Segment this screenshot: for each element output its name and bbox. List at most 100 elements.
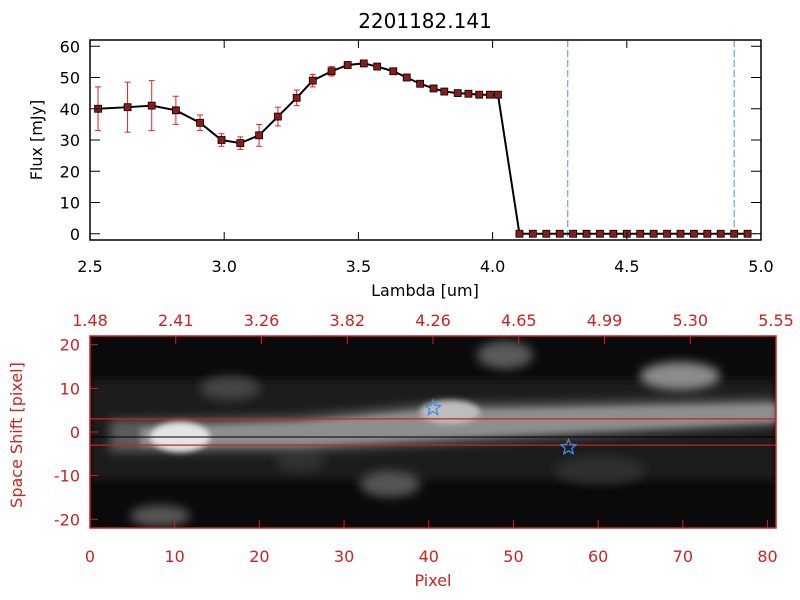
data-point <box>636 229 645 238</box>
heatmap-blob <box>555 456 645 484</box>
data-point <box>515 229 524 238</box>
data-point <box>582 229 591 238</box>
x-tick-label: 40 <box>419 547 439 566</box>
data-point <box>486 90 494 99</box>
data-point <box>402 73 411 82</box>
spectrum-axes: 2.5 3.0 3.5 4.0 4.5 5.0 0 10 20 30 40 50 60 <box>60 37 774 276</box>
heatmap-blob <box>275 453 325 471</box>
x-tick-label: 4.5 <box>614 257 639 276</box>
x-tick-label: 5.0 <box>748 257 773 276</box>
x-tick-label: 3.5 <box>346 257 371 276</box>
data-point <box>147 101 156 110</box>
data-point <box>217 136 226 144</box>
top-tick-label: 5.30 <box>672 311 708 330</box>
data-point <box>609 229 618 238</box>
top-tick-label: 3.82 <box>329 311 365 330</box>
x-tick-label: 10 <box>165 547 185 566</box>
spectrum-plot-frame <box>89 39 762 241</box>
data-point <box>196 118 204 127</box>
data-point <box>649 229 658 238</box>
data-point <box>528 229 537 238</box>
y-axis-label: Flux [mJy] <box>27 100 46 181</box>
heatmap-image <box>90 336 776 528</box>
data-point <box>255 131 263 140</box>
spectrum-chart: 2201182.141 2.5 3.0 3.5 4.0 4.5 5.0 0 10 20 30 40 5… <box>27 9 774 300</box>
chart-title: 2201182.141 <box>358 9 492 33</box>
y-tick-label: -20 <box>54 510 80 529</box>
data-point <box>703 229 712 238</box>
y-tick-label: 60 <box>60 37 80 56</box>
data-point <box>389 67 398 76</box>
x-axis-label: Lambda [um] <box>371 281 479 300</box>
top-tick-label: 1.48 <box>72 311 108 330</box>
heatmap-trace-core <box>140 404 776 446</box>
data-point <box>730 229 739 238</box>
data-point <box>236 139 245 148</box>
top-tick-label: 3.26 <box>244 311 280 330</box>
data-point <box>475 90 484 99</box>
top-tick-label: 4.99 <box>587 311 623 330</box>
data-point <box>663 229 671 238</box>
heatmap-blob <box>130 505 190 527</box>
y-tick-label: 50 <box>60 69 80 88</box>
data-point <box>464 89 473 98</box>
data-point <box>373 62 382 71</box>
heatmap-blob <box>200 376 260 400</box>
data-point <box>494 90 502 99</box>
heatmap-axes: 0 10 20 30 40 50 60 70 80 1.48 2.41 3.26 3.82 4.26 4.6… <box>54 311 794 566</box>
heatmap-bright-source <box>420 400 480 424</box>
heatmap-y-axis-label: Space Shift [pixel] <box>7 362 26 508</box>
source-star-marker <box>559 437 578 456</box>
data-point <box>555 229 564 238</box>
x-tick-label: 60 <box>588 547 608 566</box>
y-tick-label: 30 <box>60 131 80 150</box>
y-tick-label: 40 <box>60 100 80 119</box>
data-point <box>569 229 578 238</box>
x-tick-label: 4.0 <box>480 257 505 276</box>
data-point <box>171 106 180 115</box>
data-point <box>327 67 336 76</box>
data-point <box>273 112 282 121</box>
top-tick-label: 2.41 <box>158 311 194 330</box>
y-tick-label: -10 <box>54 467 80 486</box>
top-tick-label: 4.26 <box>415 311 451 330</box>
y-tick-label: 0 <box>70 423 80 442</box>
data-point <box>542 229 551 238</box>
source-star-marker <box>423 398 443 416</box>
data-point <box>123 103 132 112</box>
x-tick-label: 20 <box>249 547 269 566</box>
x-tick-label: 0 <box>85 547 95 566</box>
data-point <box>676 229 685 238</box>
data-point <box>596 229 604 238</box>
y-tick-label: 20 <box>60 162 80 181</box>
flux-series-line <box>97 62 748 235</box>
x-tick-label: 2.5 <box>77 257 102 276</box>
data-point <box>440 87 449 96</box>
data-point <box>453 89 462 98</box>
heatmap-blob <box>477 341 533 369</box>
data-point <box>716 229 725 238</box>
data-point <box>359 59 368 68</box>
data-point <box>690 229 698 238</box>
top-tick-label: 4.65 <box>501 311 537 330</box>
x-tick-label: 30 <box>334 547 354 566</box>
heatmap-x-axis-label: Pixel <box>414 571 451 590</box>
x-tick-label: 80 <box>757 547 777 566</box>
data-point <box>292 93 301 102</box>
y-tick-label: 20 <box>60 336 80 355</box>
heatmap-blob <box>640 362 720 390</box>
y-tick-label: 0 <box>70 225 80 244</box>
data-point <box>429 84 438 93</box>
data-point <box>343 61 352 69</box>
top-tick-label: 5.55 <box>758 311 794 330</box>
data-point <box>308 76 317 85</box>
data-point <box>743 229 752 238</box>
x-tick-label: 50 <box>503 547 523 566</box>
y-tick-label: 10 <box>60 194 80 213</box>
spectrum-marks <box>94 40 761 240</box>
data-point <box>416 79 425 88</box>
y-tick-label: 10 <box>60 379 80 398</box>
x-tick-label: 70 <box>673 547 693 566</box>
heatmap-overlay <box>90 398 776 456</box>
